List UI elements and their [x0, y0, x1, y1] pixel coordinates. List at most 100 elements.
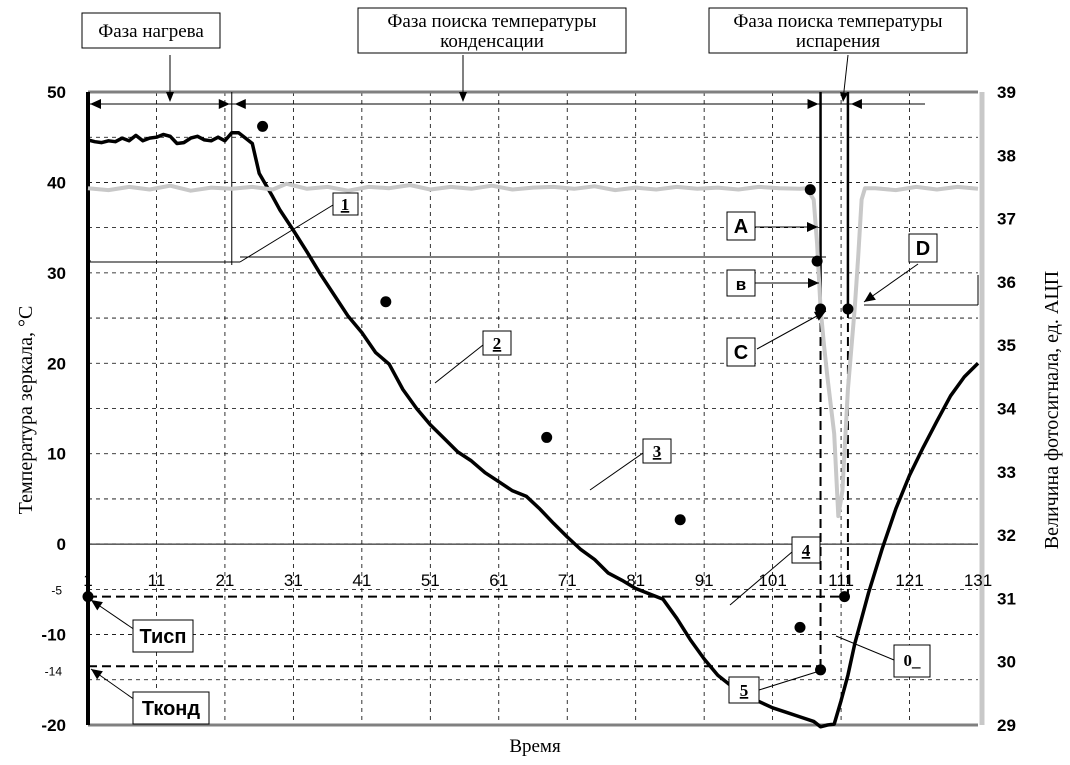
phase-arrow-head	[234, 99, 246, 109]
callout-arrow-head	[91, 600, 103, 611]
y-right-tick-label: 39	[997, 83, 1016, 102]
phase-arrow-head	[850, 99, 862, 109]
tick-labels: 1 11 21 31 41 51 61 71 81 91 101 111 121 131504030201…	[41, 83, 1016, 735]
data-marker	[811, 255, 823, 267]
data-marker	[82, 591, 94, 603]
x-tick-label: 61	[489, 571, 508, 590]
y-left-tick-label: 40	[47, 173, 66, 192]
x-tick-label: 111	[828, 571, 854, 590]
data-marker	[674, 514, 686, 526]
y-left-tick-label: -10	[41, 626, 66, 645]
phase-condensation-label-line2: конденсации	[440, 31, 544, 52]
phase-evaporation-label-line2: испарения	[796, 31, 880, 52]
y-left-tick-label: 0	[57, 535, 66, 554]
y-left-tick-label: 30	[47, 264, 66, 283]
y-right-tick-label: 37	[997, 210, 1016, 229]
phase-arrow-head	[807, 99, 819, 109]
callout-leader	[835, 635, 895, 661]
data-marker	[380, 296, 392, 308]
y-left-tick-label: -20	[41, 716, 66, 735]
x-axis-title: Время	[509, 736, 561, 757]
y-axis-right-title: Величина фотосигнала, ед. АЦП	[1041, 271, 1063, 549]
x-tick-label: 131	[964, 571, 992, 590]
t-cond-box	[132, 691, 210, 725]
callout-3-label: 3	[653, 442, 662, 461]
callout-5-label: 5	[740, 681, 749, 700]
callout-3-box	[642, 438, 672, 464]
x-tick-label: 121	[895, 571, 923, 590]
y-right-tick-label: 34	[997, 400, 1016, 419]
callout-2-box	[482, 330, 512, 356]
phase-arrow-head	[218, 99, 230, 109]
grid-lines	[88, 92, 978, 725]
x-tick-label: 11	[148, 571, 166, 590]
y-right-tick-label: 36	[997, 273, 1016, 292]
y-left-tick-label: 10	[47, 445, 66, 464]
callout-4-label: 4	[802, 541, 811, 560]
series-group	[87, 130, 980, 729]
callout-0-box	[893, 644, 931, 678]
marker-group	[82, 120, 854, 676]
t-cond-label: Тконд	[142, 698, 200, 720]
t-evap-box	[132, 619, 194, 653]
callout-2-label: 2	[493, 334, 502, 353]
y-right-tick-label: 33	[997, 463, 1016, 482]
callout-arrow-head	[808, 278, 819, 288]
reference-lines	[88, 309, 849, 670]
callout-leader	[434, 344, 484, 384]
callout-leaders	[89, 204, 979, 701]
callout-arrow-head	[813, 311, 826, 321]
callout-leader	[863, 263, 919, 303]
x-tick-label: 91	[695, 571, 714, 590]
callout-b-box	[726, 269, 756, 297]
callout-4-box	[791, 536, 821, 564]
x-tick-label: 71	[558, 571, 577, 590]
callout-1-box	[332, 192, 359, 216]
callout-arrow-head	[864, 291, 876, 302]
y-right-tick-label: 29	[997, 716, 1016, 735]
x-tick-label: 31	[284, 571, 303, 590]
callout-arrow-head	[91, 669, 103, 680]
y-right-tick-label: 30	[997, 653, 1016, 672]
x-tick-label: 51	[421, 571, 440, 590]
callout-leader	[756, 310, 827, 350]
callout-a-box	[726, 211, 756, 241]
data-marker	[541, 431, 553, 443]
y-right-tick-label: 35	[997, 336, 1016, 355]
callout-leader	[729, 551, 793, 606]
callout-0-label: 0_	[904, 651, 922, 670]
y-right-tick-label: 32	[997, 526, 1016, 545]
series-photosignal	[87, 181, 979, 519]
data-marker	[794, 621, 806, 633]
data-marker	[257, 120, 269, 132]
x-tick-label: 81	[626, 571, 645, 590]
phase-evaporation-label-line1: Фаза поиска температуры	[733, 11, 942, 32]
callout-a-label: A	[734, 216, 748, 238]
data-marker	[839, 591, 850, 603]
x-tick-label: 1	[83, 571, 92, 590]
phase-condensation-box	[357, 7, 627, 54]
phase-pointer-evaporation-head	[840, 92, 848, 102]
callout-arrow-head	[807, 222, 818, 232]
phase-heating-label: Фаза нагрева	[98, 21, 204, 42]
x-tick-label: 41	[352, 571, 371, 590]
x-tick-label: 21	[215, 571, 234, 590]
data-marker	[815, 664, 827, 676]
data-marker	[804, 184, 816, 196]
callout-leader	[758, 668, 827, 691]
y-left-extra-tick-label: -5	[51, 583, 62, 597]
callout-d-label: D	[916, 238, 930, 260]
callout-c-label: C	[734, 342, 748, 364]
callout-leader	[589, 452, 644, 491]
y-right-tick-label: 38	[997, 146, 1016, 165]
callout-5-box	[728, 676, 760, 704]
y-axis-left-title: Температура зеркала, °С	[15, 306, 37, 515]
callout-c-box	[726, 337, 756, 367]
x-tick-label: 101	[758, 571, 786, 590]
series-mirror-temperature	[87, 130, 980, 729]
callout-leader	[239, 204, 334, 263]
phase-pointer-condensation-head	[459, 92, 467, 102]
phase-heating-box	[81, 12, 221, 49]
t-evap-label: Тисп	[140, 626, 187, 648]
callout-b-label: в	[736, 275, 746, 294]
